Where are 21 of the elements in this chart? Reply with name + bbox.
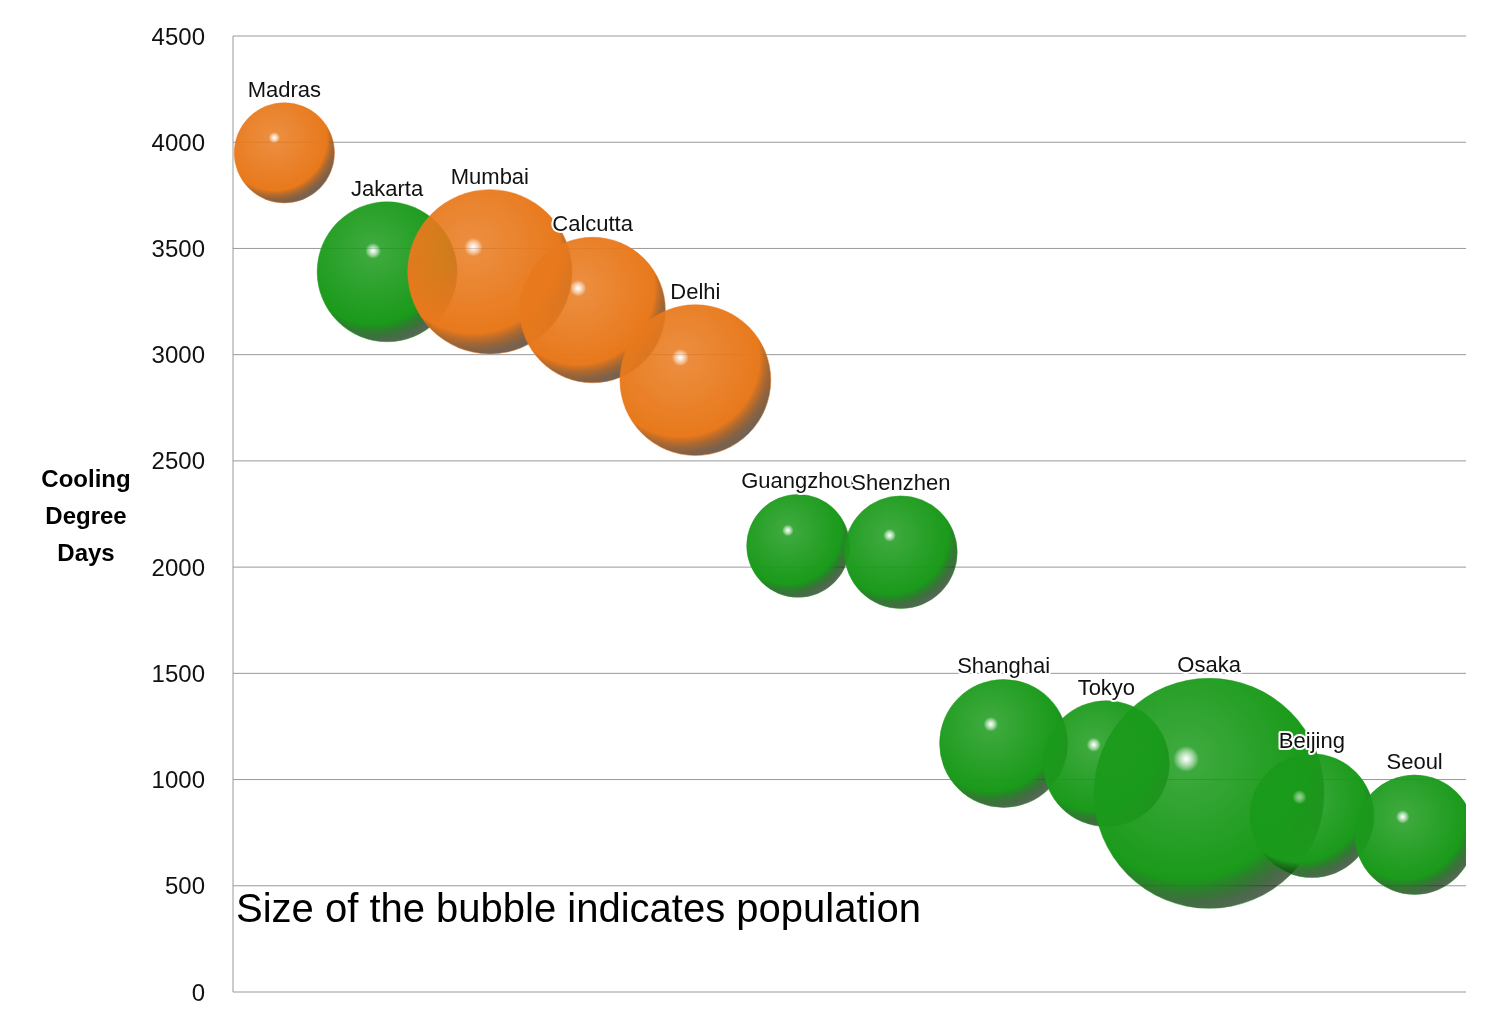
y-tick-label: 0 [191,978,205,1006]
y-tick-label: 1000 [151,766,205,794]
y-axis-title: Cooling Degree Days [40,464,132,568]
data-label: Delhi [670,278,721,304]
y-tick-label: 4000 [151,128,205,156]
y-tick-label: 2500 [151,447,205,475]
y-tick-label: 500 [164,872,205,900]
data-label: Tokyo [1077,674,1136,700]
y-tick-label: 3500 [151,234,205,262]
data-label: Mumbai [450,163,529,189]
data-label: Shenzhen [851,469,951,495]
y-tick-label: 3000 [151,341,205,369]
data-label: Seoul [1386,749,1443,775]
data-label: Shanghai [957,653,1051,679]
y-tick-label: 1500 [151,659,205,687]
y-tick-label: 4500 [151,22,205,50]
data-label: Osaka [1177,652,1242,678]
data-label: Madras [247,76,322,102]
data-label: Jakarta [351,175,424,201]
annotation: Size of the bubble indicates population [236,886,921,931]
y-tick-label: 2000 [151,553,205,581]
